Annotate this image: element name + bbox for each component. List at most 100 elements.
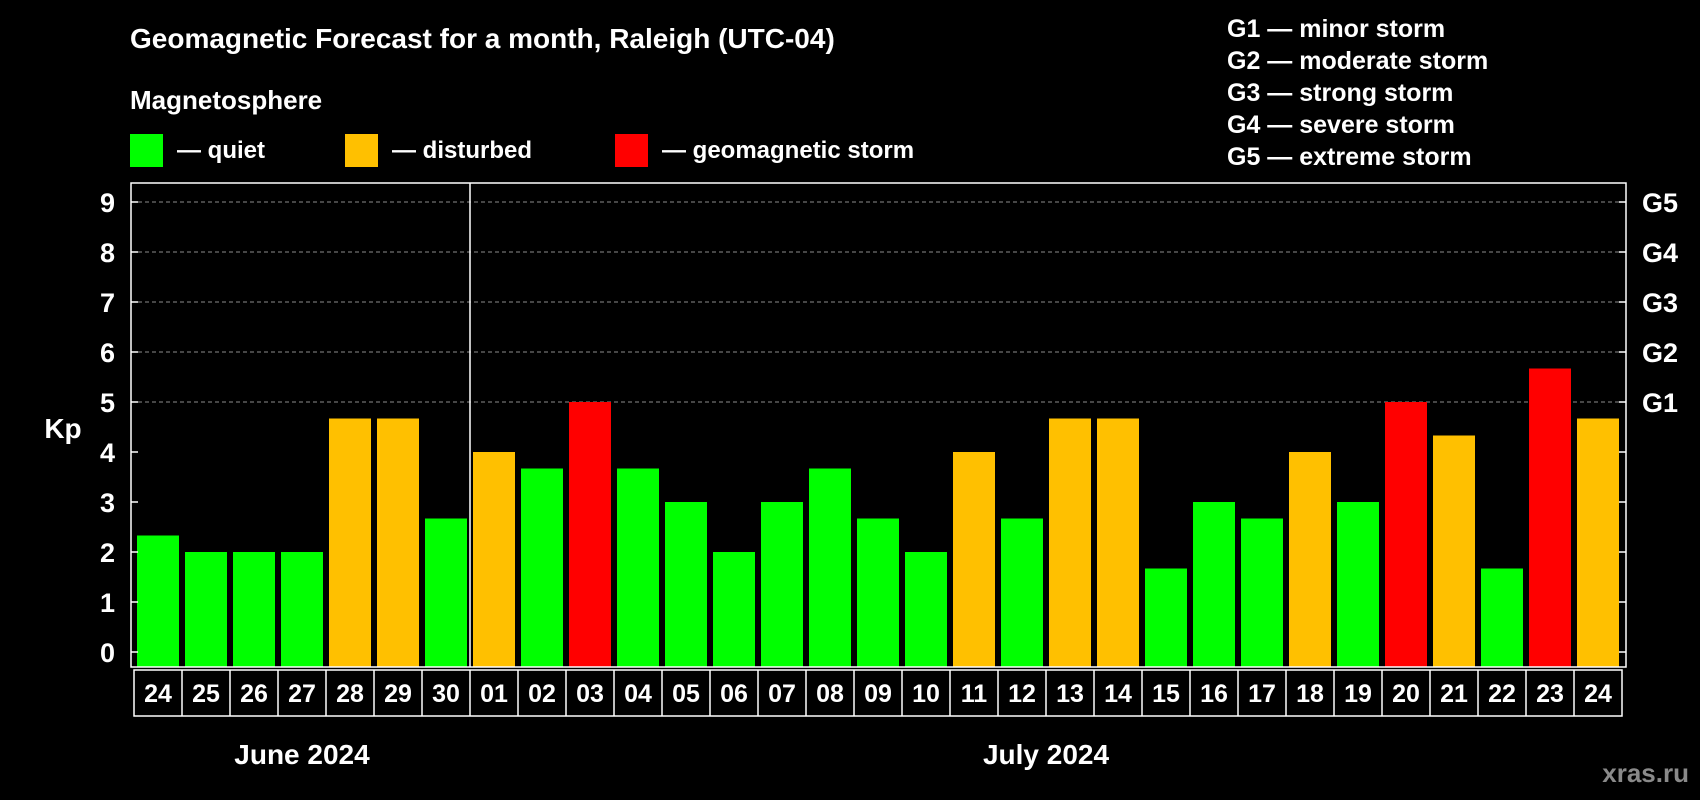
bar-3	[281, 552, 323, 667]
x-tick-label-0: 24	[144, 680, 172, 708]
x-tick-label-5: 29	[384, 680, 412, 708]
x-tick-label-4: 28	[336, 680, 364, 708]
bar-29	[1529, 368, 1571, 667]
plot-frame	[130, 182, 1627, 668]
x-tick-label-27: 21	[1440, 680, 1468, 708]
bar-20	[1097, 418, 1139, 667]
bar-22	[1193, 502, 1235, 667]
bar-13	[761, 502, 803, 667]
x-tick-label-7: 01	[480, 680, 508, 708]
y-tick-label-6: 6	[100, 338, 115, 368]
y-tick-label-9: 9	[100, 188, 115, 218]
x-tick-label-22: 16	[1200, 680, 1228, 708]
x-tick-label-20: 14	[1104, 680, 1132, 708]
storm-scale-g3: G3 — strong storm	[1227, 79, 1453, 107]
x-tick-label-18: 12	[1008, 680, 1036, 708]
x-tick-label-14: 08	[816, 680, 844, 708]
x-tick-label-3: 27	[288, 680, 316, 708]
x-tick-label-16: 10	[912, 680, 940, 708]
x-tick-label-9: 03	[576, 680, 604, 708]
x-tick-label-12: 06	[720, 680, 748, 708]
date-label-frame	[133, 669, 1623, 717]
x-tick-label-25: 19	[1344, 680, 1372, 708]
x-tick-label-29: 23	[1536, 680, 1564, 708]
x-tick-label-1: 25	[192, 680, 220, 708]
legend-label-quiet: — quiet	[177, 137, 265, 164]
y-tick-label-5: 5	[100, 388, 115, 418]
y-tick-label-1: 1	[100, 588, 115, 618]
storm-scale-g4: G4 — severe storm	[1227, 111, 1455, 139]
legend-heading: Magnetosphere	[130, 85, 322, 115]
y-tick-label-8: 8	[100, 238, 115, 268]
bar-23	[1241, 518, 1283, 667]
bar-27	[1433, 435, 1475, 667]
legend-swatch-storm	[615, 134, 648, 167]
bar-26	[1385, 402, 1427, 667]
x-tick-label-24: 18	[1296, 680, 1324, 708]
storm-scale-g5: G5 — extreme storm	[1227, 143, 1472, 171]
right-axis-label-g5: G5	[1642, 188, 1678, 218]
right-axis-label-g3: G3	[1642, 288, 1678, 318]
storm-scale-g1: G1 — minor storm	[1227, 15, 1445, 43]
x-tick-label-17: 11	[961, 680, 988, 708]
y-tick-label-0: 0	[100, 638, 115, 668]
x-tick-label-19: 13	[1056, 680, 1084, 708]
bar-21	[1145, 568, 1187, 667]
bar-24	[1289, 452, 1331, 667]
bar-12	[713, 552, 755, 667]
x-tick-label-8: 02	[528, 680, 556, 708]
bar-18	[1001, 518, 1043, 667]
bar-15	[857, 518, 899, 667]
bar-19	[1049, 418, 1091, 667]
y-tick-label-4: 4	[100, 438, 115, 468]
storm-scale-g2: G2 — moderate storm	[1227, 47, 1488, 75]
legend-swatch-disturbed	[345, 134, 378, 167]
bar-1	[185, 552, 227, 667]
bar-9	[569, 402, 611, 667]
bar-8	[521, 468, 563, 667]
watermark: xras.ru	[1602, 758, 1689, 788]
legend: — quiet — disturbed — geomagnetic storm	[130, 134, 914, 167]
bar-6	[425, 518, 467, 667]
bar-16	[905, 552, 947, 667]
bar-5	[377, 418, 419, 667]
legend-label-disturbed: — disturbed	[392, 137, 532, 164]
y-tick-label-3: 3	[100, 488, 115, 518]
right-axis-label-g2: G2	[1642, 338, 1678, 368]
x-tick-label-30: 24	[1584, 680, 1612, 708]
legend-swatch-quiet	[130, 134, 163, 167]
bar-28	[1481, 568, 1523, 667]
bar-10	[617, 468, 659, 667]
storm-scale-legend: G1 — minor storm G2 — moderate storm G3 …	[1227, 15, 1488, 171]
month-label-1: July 2024	[983, 739, 1110, 770]
x-tick-label-11: 05	[672, 680, 700, 708]
x-tick-label-2: 26	[240, 680, 268, 708]
bar-14	[809, 468, 851, 667]
bar-7	[473, 452, 515, 667]
y-tick-label-2: 2	[100, 538, 115, 568]
x-tick-label-10: 04	[624, 680, 652, 708]
x-tick-label-15: 09	[864, 680, 892, 708]
bar-30	[1577, 418, 1619, 667]
bar-11	[665, 502, 707, 667]
bar-25	[1337, 502, 1379, 667]
x-tick-label-23: 17	[1248, 680, 1276, 708]
bar-2	[233, 552, 275, 667]
right-axis-label-g1: G1	[1642, 388, 1678, 418]
x-tick-label-26: 20	[1392, 680, 1420, 708]
x-tick-label-13: 07	[768, 680, 796, 708]
bar-17	[953, 452, 995, 667]
legend-label-storm: — geomagnetic storm	[662, 137, 914, 164]
chart-title: Geomagnetic Forecast for a month, Raleig…	[130, 23, 835, 54]
x-tick-label-28: 22	[1488, 680, 1516, 708]
y-axis-label: Kp	[44, 413, 81, 444]
bar-0	[137, 535, 179, 667]
month-label-0: June 2024	[234, 739, 370, 770]
x-tick-label-6: 30	[432, 680, 460, 708]
x-tick-label-21: 15	[1152, 680, 1180, 708]
y-tick-label-7: 7	[100, 288, 115, 318]
bar-4	[329, 418, 371, 667]
right-axis-label-g4: G4	[1642, 238, 1678, 268]
